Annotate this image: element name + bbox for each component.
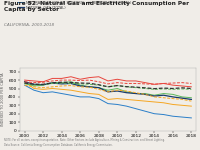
Text: Figure 52. Natural Gas and Electricity Consumption Per
Capita by Sector: Figure 52. Natural Gas and Electricity C… — [4, 1, 189, 12]
Y-axis label: INDEXED TO 2000 PER CAPITA: INDEXED TO 2000 PER CAPITA — [1, 72, 5, 126]
Text: NOTE: For all sectors, except transportation. Note: Other Sectors include Agricu: NOTE: For all sectors, except transporta… — [4, 138, 165, 147]
Text: CALIFORNIA, 2000-2018: CALIFORNIA, 2000-2018 — [4, 23, 54, 27]
Legend: NATURAL GAS (COMMERCIAL), NATURAL GAS (INDUSTRIAL), NATURAL GAS (RESIDENTIAL), N: NATURAL GAS (COMMERCIAL), NATURAL GAS (I… — [18, 0, 150, 10]
